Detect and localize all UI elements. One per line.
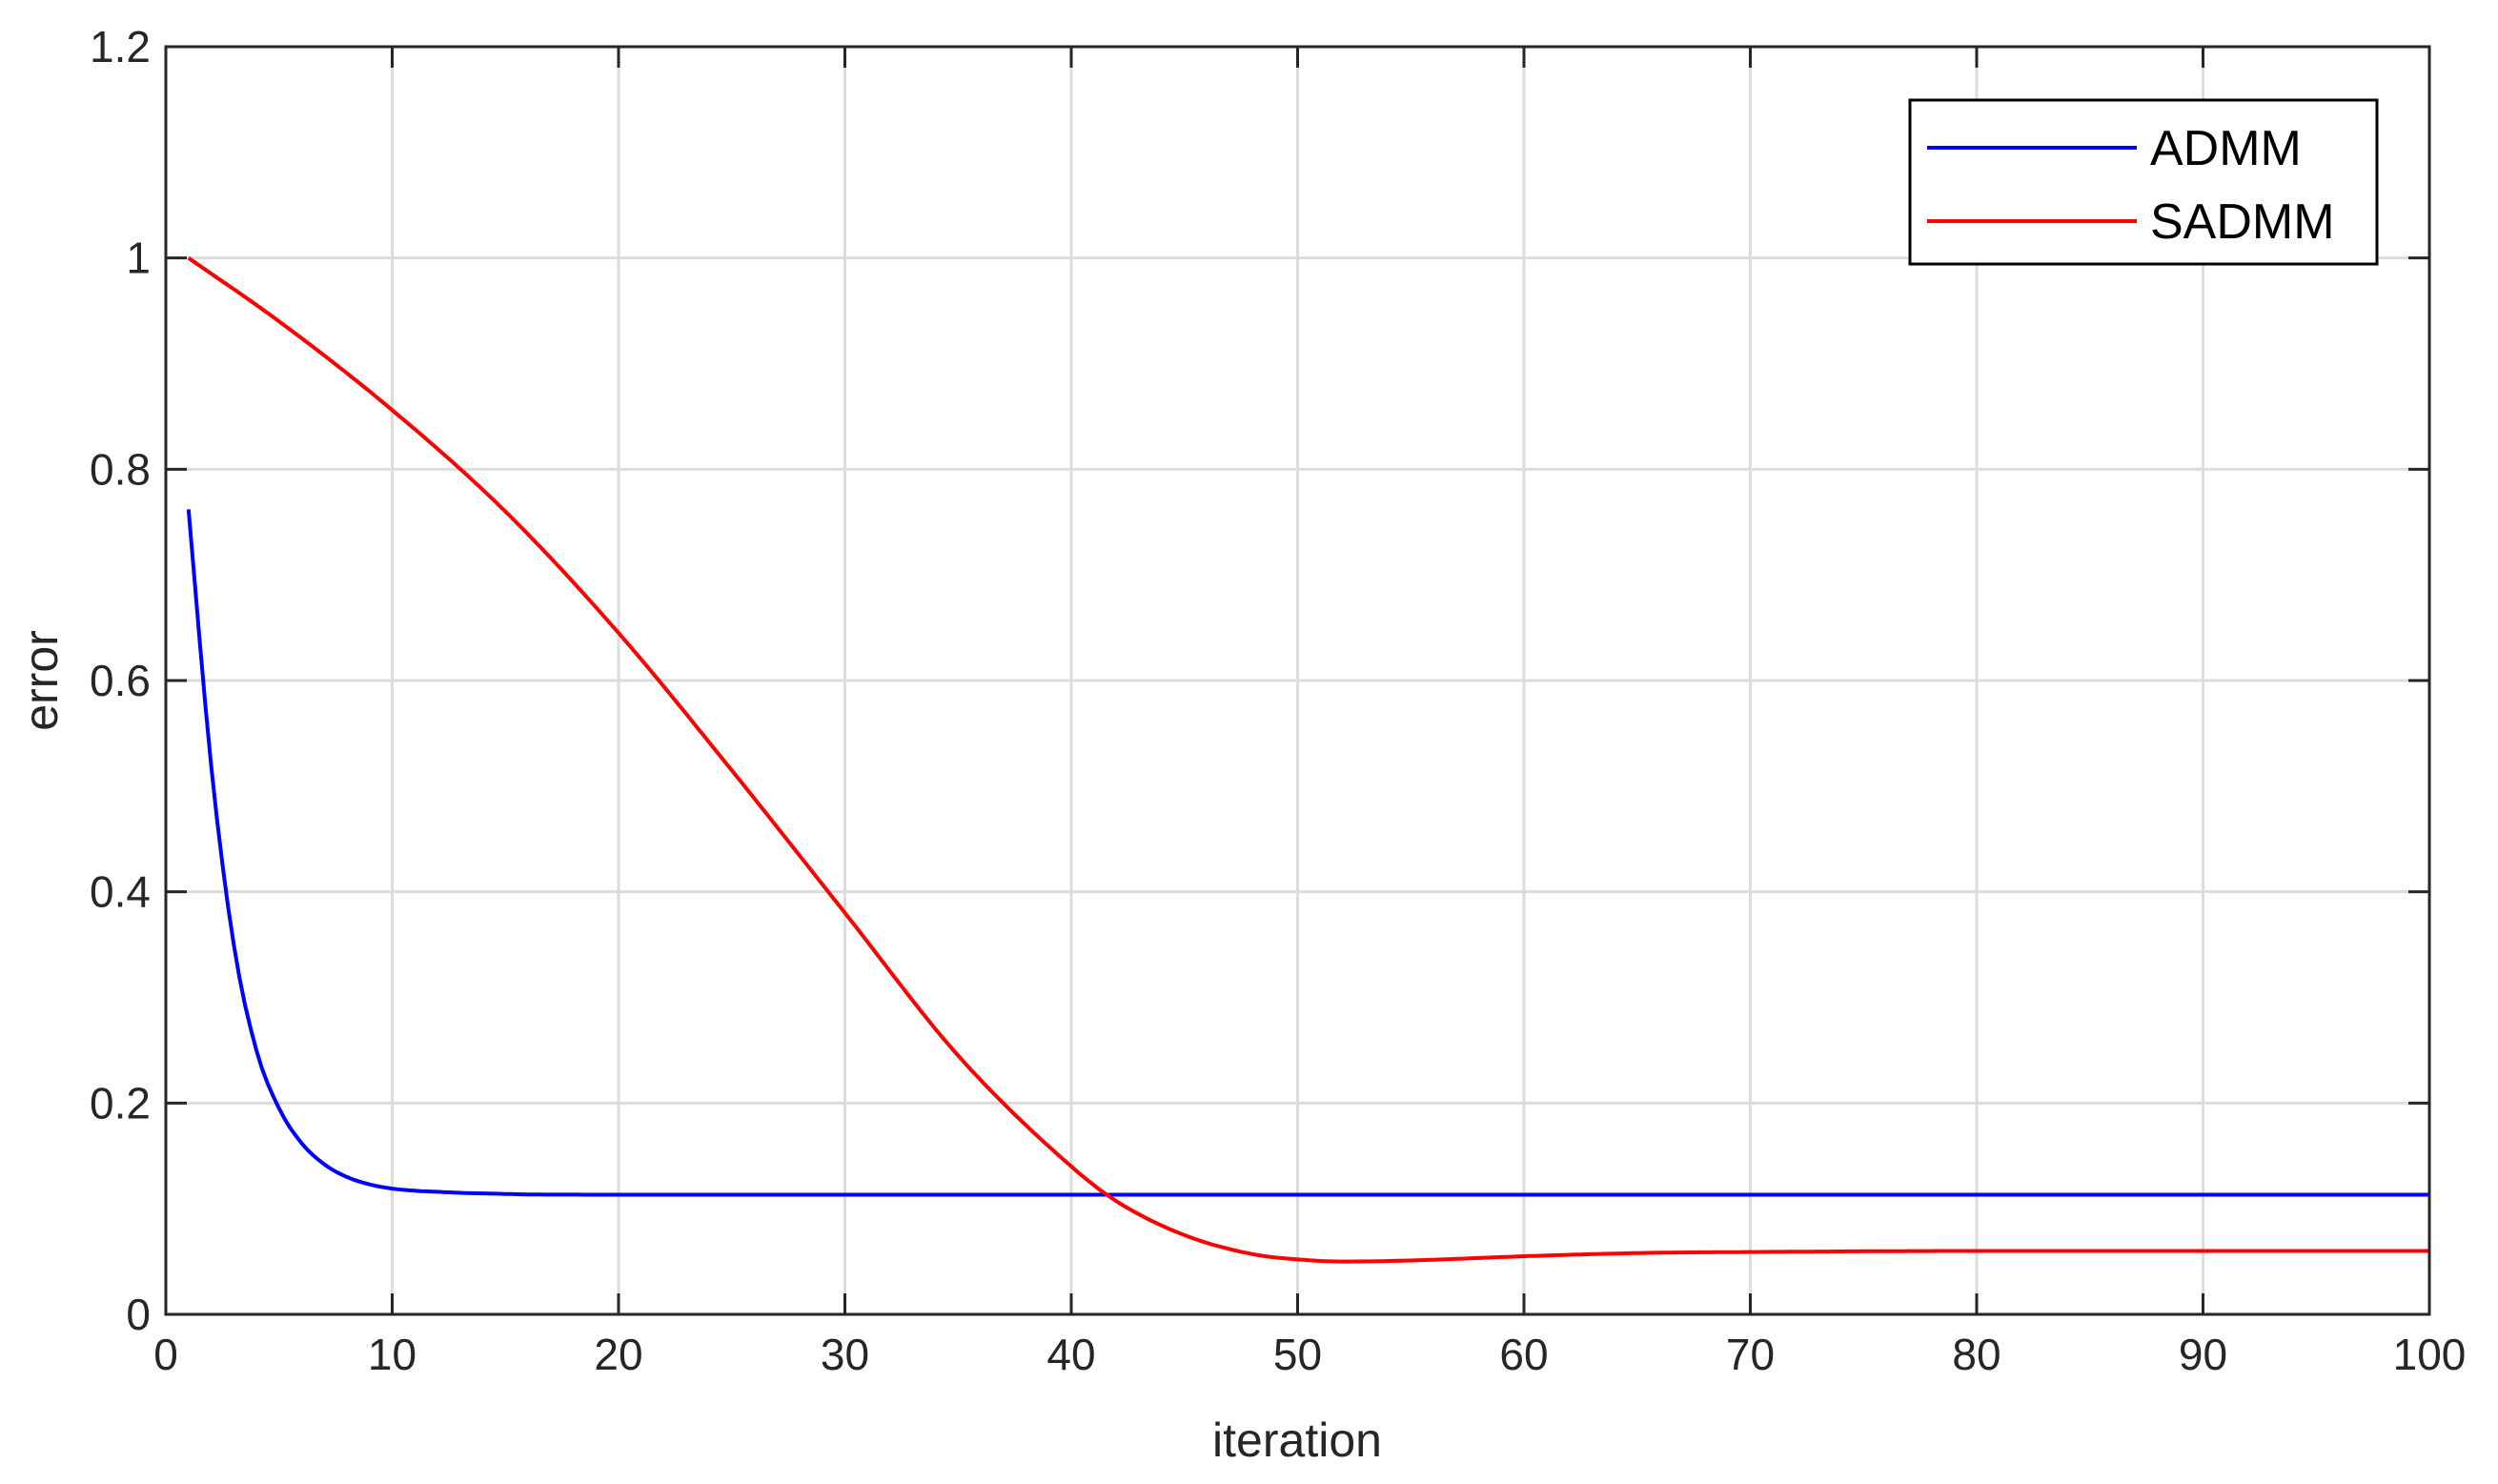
- x-tick-label: 30: [821, 1330, 869, 1379]
- series-line-admm: [186, 509, 2429, 1197]
- x-tick-label: 90: [2179, 1330, 2227, 1379]
- series-line-sadmm: [187, 256, 2429, 1264]
- y-tick-label: 1.2: [90, 22, 151, 71]
- legend-label-admm: ADMM: [2150, 121, 2302, 176]
- y-tick-label: 0.6: [90, 656, 151, 705]
- x-tick-label: 70: [1726, 1330, 1775, 1379]
- x-tick-label: 40: [1046, 1330, 1095, 1379]
- y-tick-label: 0: [126, 1290, 151, 1339]
- x-tick-label: 80: [1952, 1330, 2000, 1379]
- x-tick-label: 50: [1273, 1330, 1322, 1379]
- x-tick-label: 100: [2393, 1330, 2467, 1379]
- y-axis-label: error: [14, 630, 68, 731]
- x-tick-label: 0: [153, 1330, 178, 1379]
- legend: ADMM SADMM: [1908, 98, 2379, 266]
- y-tick-labels: 0 0.2 0.4 0.6 0.8 1 1.2: [90, 22, 151, 1339]
- series-lines: [186, 256, 2429, 1264]
- legend-box: [1908, 98, 2379, 266]
- axis-ticks: [164, 45, 2431, 1316]
- x-tick-label: 60: [1499, 1330, 1548, 1379]
- x-tick-label: 10: [368, 1330, 416, 1379]
- y-tick-label: 0.4: [90, 867, 151, 917]
- y-tick-label: 1: [126, 234, 151, 283]
- x-tick-labels: 0 10 20 30 40 50 60 70 80 90 100: [153, 1330, 2466, 1379]
- x-axis-label: iteration: [1212, 1413, 1382, 1467]
- legend-label-sadmm: SADMM: [2150, 194, 2335, 250]
- y-tick-label: 0.8: [90, 444, 151, 494]
- x-tick-label: 20: [594, 1330, 642, 1379]
- y-tick-label: 0.2: [90, 1078, 151, 1128]
